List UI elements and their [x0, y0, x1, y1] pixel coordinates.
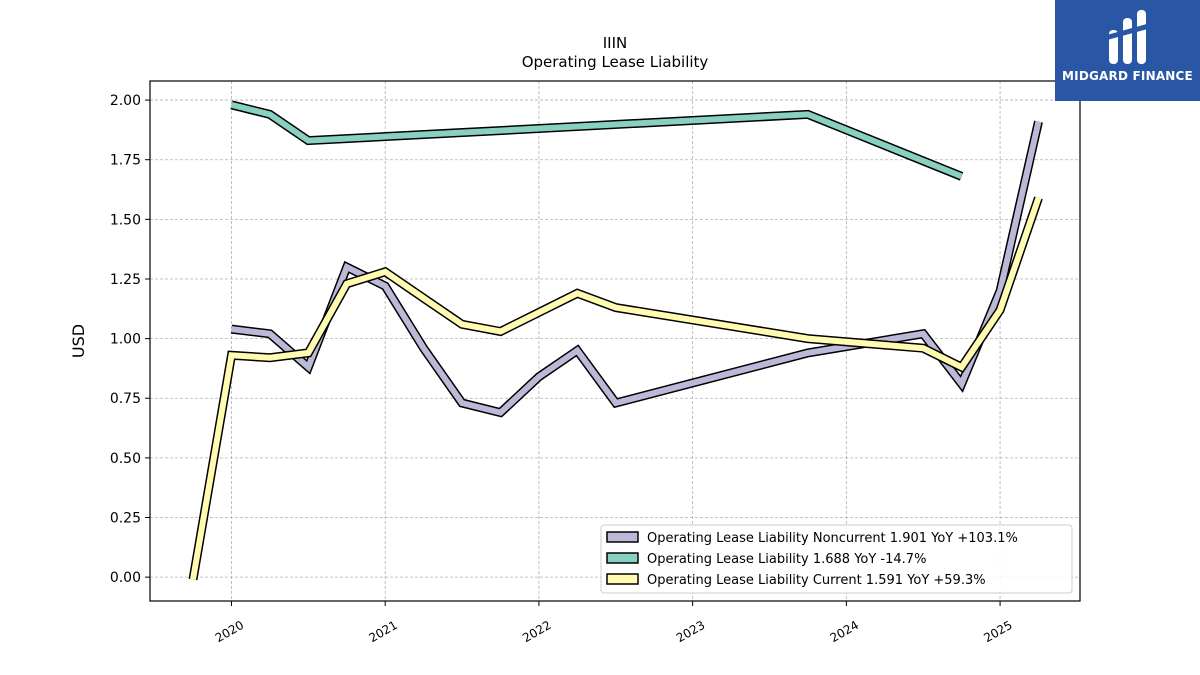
x-axis-ticks: 2020 2021 2022 2023 2024 2025 [213, 601, 1015, 645]
chart-subtitle: Operating Lease Liability [522, 53, 709, 71]
y-tick-label: 0.75 [110, 391, 141, 407]
midgard-finance-logo: MIDGARD FINANCE [1055, 0, 1200, 101]
logo-mark-icon [1104, 10, 1150, 64]
series-line [231, 120, 1042, 416]
x-tick-label: 2025 [981, 618, 1014, 645]
legend-label: Operating Lease Liability Current 1.591 … [647, 573, 986, 588]
y-tick-label: 1.50 [110, 212, 141, 228]
chart-title: IIIN [603, 34, 628, 52]
series-line [190, 196, 1042, 581]
legend-label: Operating Lease Liability Noncurrent 1.9… [647, 531, 1018, 546]
y-axis-label: USD [69, 324, 88, 358]
y-tick-label: 0.25 [110, 511, 141, 527]
legend-swatch [606, 552, 639, 564]
y-tick-label: 0.50 [110, 451, 141, 467]
x-tick-label: 2021 [366, 618, 399, 645]
legend: Operating Lease Liability Noncurrent 1.9… [600, 524, 1073, 594]
y-axis-ticks: 0.00 0.25 0.50 0.75 1.00 1.25 1.50 1.75 2.00 [110, 93, 150, 586]
x-tick-label: 2022 [520, 618, 553, 645]
legend-box [600, 524, 1073, 594]
y-tick-label: 1.00 [110, 332, 141, 348]
series-line-outline [188, 196, 1043, 581]
x-tick-label: 2020 [213, 618, 246, 645]
grid [150, 81, 1080, 601]
plot-series [188, 100, 1043, 581]
logo-text: MIDGARD FINANCE [1062, 69, 1193, 83]
y-tick-label: 1.75 [110, 153, 141, 169]
x-tick-label: 2024 [828, 618, 861, 645]
legend-swatch [606, 531, 639, 543]
plot-frame [149, 80, 1081, 602]
legend-label: Operating Lease Liability 1.688 YoY -14.… [647, 552, 926, 567]
x-tick-label: 2023 [674, 618, 707, 645]
y-tick-label: 0.00 [110, 570, 141, 586]
legend-swatch [606, 573, 639, 585]
y-tick-label: 1.25 [110, 272, 141, 288]
y-tick-label: 2.00 [110, 93, 141, 109]
series-line [230, 101, 963, 180]
